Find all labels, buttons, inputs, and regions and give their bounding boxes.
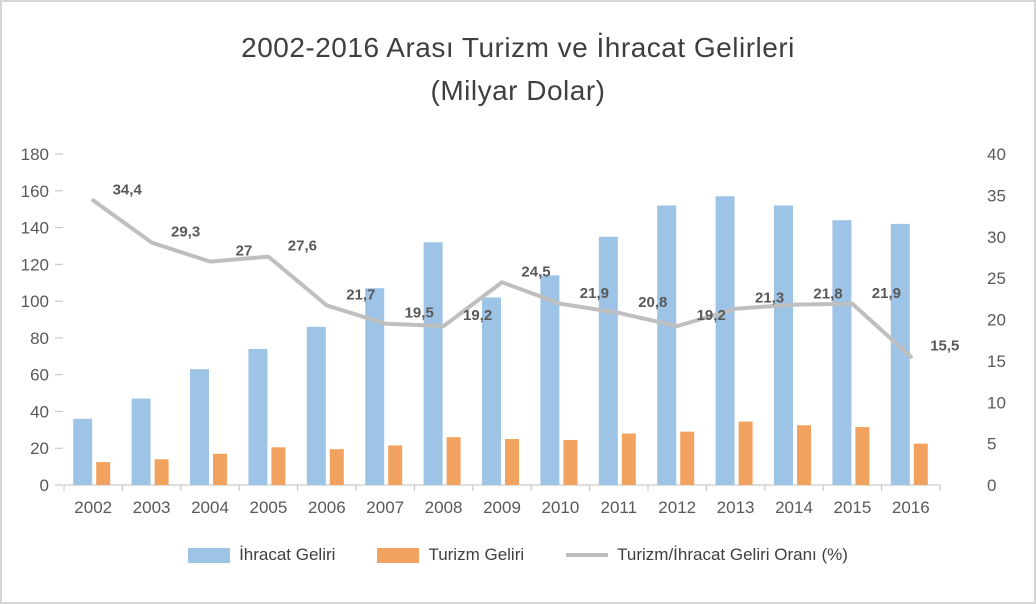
turizm-bar	[797, 425, 811, 485]
legend-label-turizm: Turizm Geliri	[428, 545, 525, 564]
left-axis-label: 80	[30, 329, 49, 348]
x-axis-label: 2015	[833, 498, 871, 517]
x-axis-label: 2016	[892, 498, 930, 517]
turizm-bar	[329, 449, 344, 485]
x-axis-label: 2006	[308, 498, 346, 517]
turizm-bar	[913, 443, 928, 485]
x-axis-label: 2003	[133, 498, 171, 517]
oran-data-label: 21,8	[813, 286, 842, 303]
oran-data-label: 21,9	[872, 285, 901, 302]
oran-data-label: 19,2	[463, 307, 492, 324]
x-axis-label: 2004	[191, 498, 229, 517]
ihracat-bar	[774, 205, 793, 485]
x-axis-label: 2009	[483, 498, 521, 517]
ihracat-bar	[715, 196, 735, 486]
turizm-bar	[505, 439, 519, 485]
turizm-swatch	[377, 547, 420, 563]
turizm-bar	[621, 433, 636, 485]
ihracat-bar	[890, 223, 910, 485]
turizm-bar	[738, 421, 753, 485]
oran-data-label: 19,5	[405, 305, 434, 322]
chart-title: 2002-2016 Arası Turizm ve İhracat Gelirl…	[2, 26, 1034, 113]
turizm-bar	[271, 447, 286, 485]
x-axis-label: 2008	[425, 498, 463, 517]
turizm-bar	[855, 427, 870, 485]
right-axis-label: 40	[987, 145, 1006, 164]
oran-data-label: 27,6	[288, 238, 317, 255]
turizm-bar	[446, 437, 461, 485]
right-axis-label: 15	[987, 352, 1006, 371]
oran-data-label: 27	[236, 243, 253, 260]
oran-data-label: 29,3	[171, 224, 200, 241]
ihracat-bar	[190, 369, 209, 485]
right-axis-label: 0	[987, 476, 996, 495]
x-axis-label: 2012	[658, 498, 696, 517]
x-axis-label: 2002	[74, 498, 112, 517]
legend-label-ihracat: İhracat Geliri	[239, 545, 336, 564]
turizm-bar	[154, 459, 169, 485]
turizm-bar	[213, 453, 227, 485]
left-axis-label: 120	[21, 255, 49, 274]
ihracat-bar	[540, 275, 560, 485]
x-axis-label: 2014	[775, 498, 813, 517]
turizm-bar	[563, 439, 578, 485]
oran-line	[91, 198, 913, 359]
legend-item-oran: Turizm/İhracat Geliri Oranı (%)	[566, 545, 848, 565]
right-axis-label: 10	[987, 393, 1006, 412]
left-axis-label: 100	[21, 292, 49, 311]
x-axis-label: 2010	[541, 498, 579, 517]
ihracat-bar	[423, 242, 443, 485]
oran-data-label: 21,7	[346, 286, 375, 303]
x-axis-label: 2013	[717, 498, 755, 517]
ihracat-bar	[598, 236, 618, 485]
turizm-bar	[680, 431, 695, 485]
ihracat-swatch	[188, 547, 231, 563]
left-axis-label: 180	[21, 145, 49, 164]
oran-data-label: 15,5	[930, 338, 959, 355]
x-axis-label: 2011	[601, 498, 638, 517]
ihracat-bar	[131, 398, 151, 485]
chart-title-line2: (Milyar Dolar)	[430, 75, 606, 107]
left-axis-label: 160	[21, 182, 49, 201]
x-axis-label: 2005	[249, 498, 287, 517]
ihracat-bar	[832, 220, 852, 485]
left-axis-label: 0	[40, 476, 49, 495]
left-axis-label: 20	[30, 439, 49, 458]
chart-title-line1: 2002-2016 Arası Turizm ve İhracat Gelirl…	[241, 32, 795, 63]
right-axis-label: 5	[987, 435, 996, 454]
oran-data-label: 20,8	[638, 294, 667, 311]
legend-item-turizm: Turizm Geliri	[377, 545, 524, 565]
oran-data-label: 21,3	[755, 290, 784, 307]
x-axis-label: 2007	[366, 498, 404, 517]
left-axis-label: 60	[30, 366, 49, 385]
ihracat-bar	[657, 205, 677, 485]
oran-data-label: 24,5	[521, 263, 550, 280]
oran-data-label: 34,4	[113, 181, 143, 198]
turizm-bar	[388, 445, 403, 485]
ihracat-bar	[248, 348, 268, 485]
ihracat-bar	[365, 288, 385, 485]
right-axis-label: 35	[987, 186, 1006, 205]
right-axis-label: 20	[987, 311, 1006, 330]
oran-data-label: 21,9	[580, 285, 609, 302]
legend: İhracat Geliri Turizm Geliri Turizm/İhra…	[2, 545, 1034, 565]
ihracat-bar	[306, 326, 326, 485]
legend-item-ihracat: İhracat Geliri	[188, 545, 335, 565]
ihracat-bar	[482, 297, 501, 485]
left-axis-label: 140	[21, 219, 49, 238]
left-axis-label: 40	[30, 402, 49, 421]
ihracat-bar	[73, 418, 93, 485]
right-axis-label: 25	[987, 269, 1006, 288]
right-axis-label: 30	[987, 228, 1006, 247]
legend-label-oran: Turizm/İhracat Geliri Oranı (%)	[617, 545, 848, 564]
turizm-bar	[96, 462, 111, 485]
oran-data-label: 19,2	[697, 307, 726, 324]
oran-line-swatch	[566, 553, 609, 557]
